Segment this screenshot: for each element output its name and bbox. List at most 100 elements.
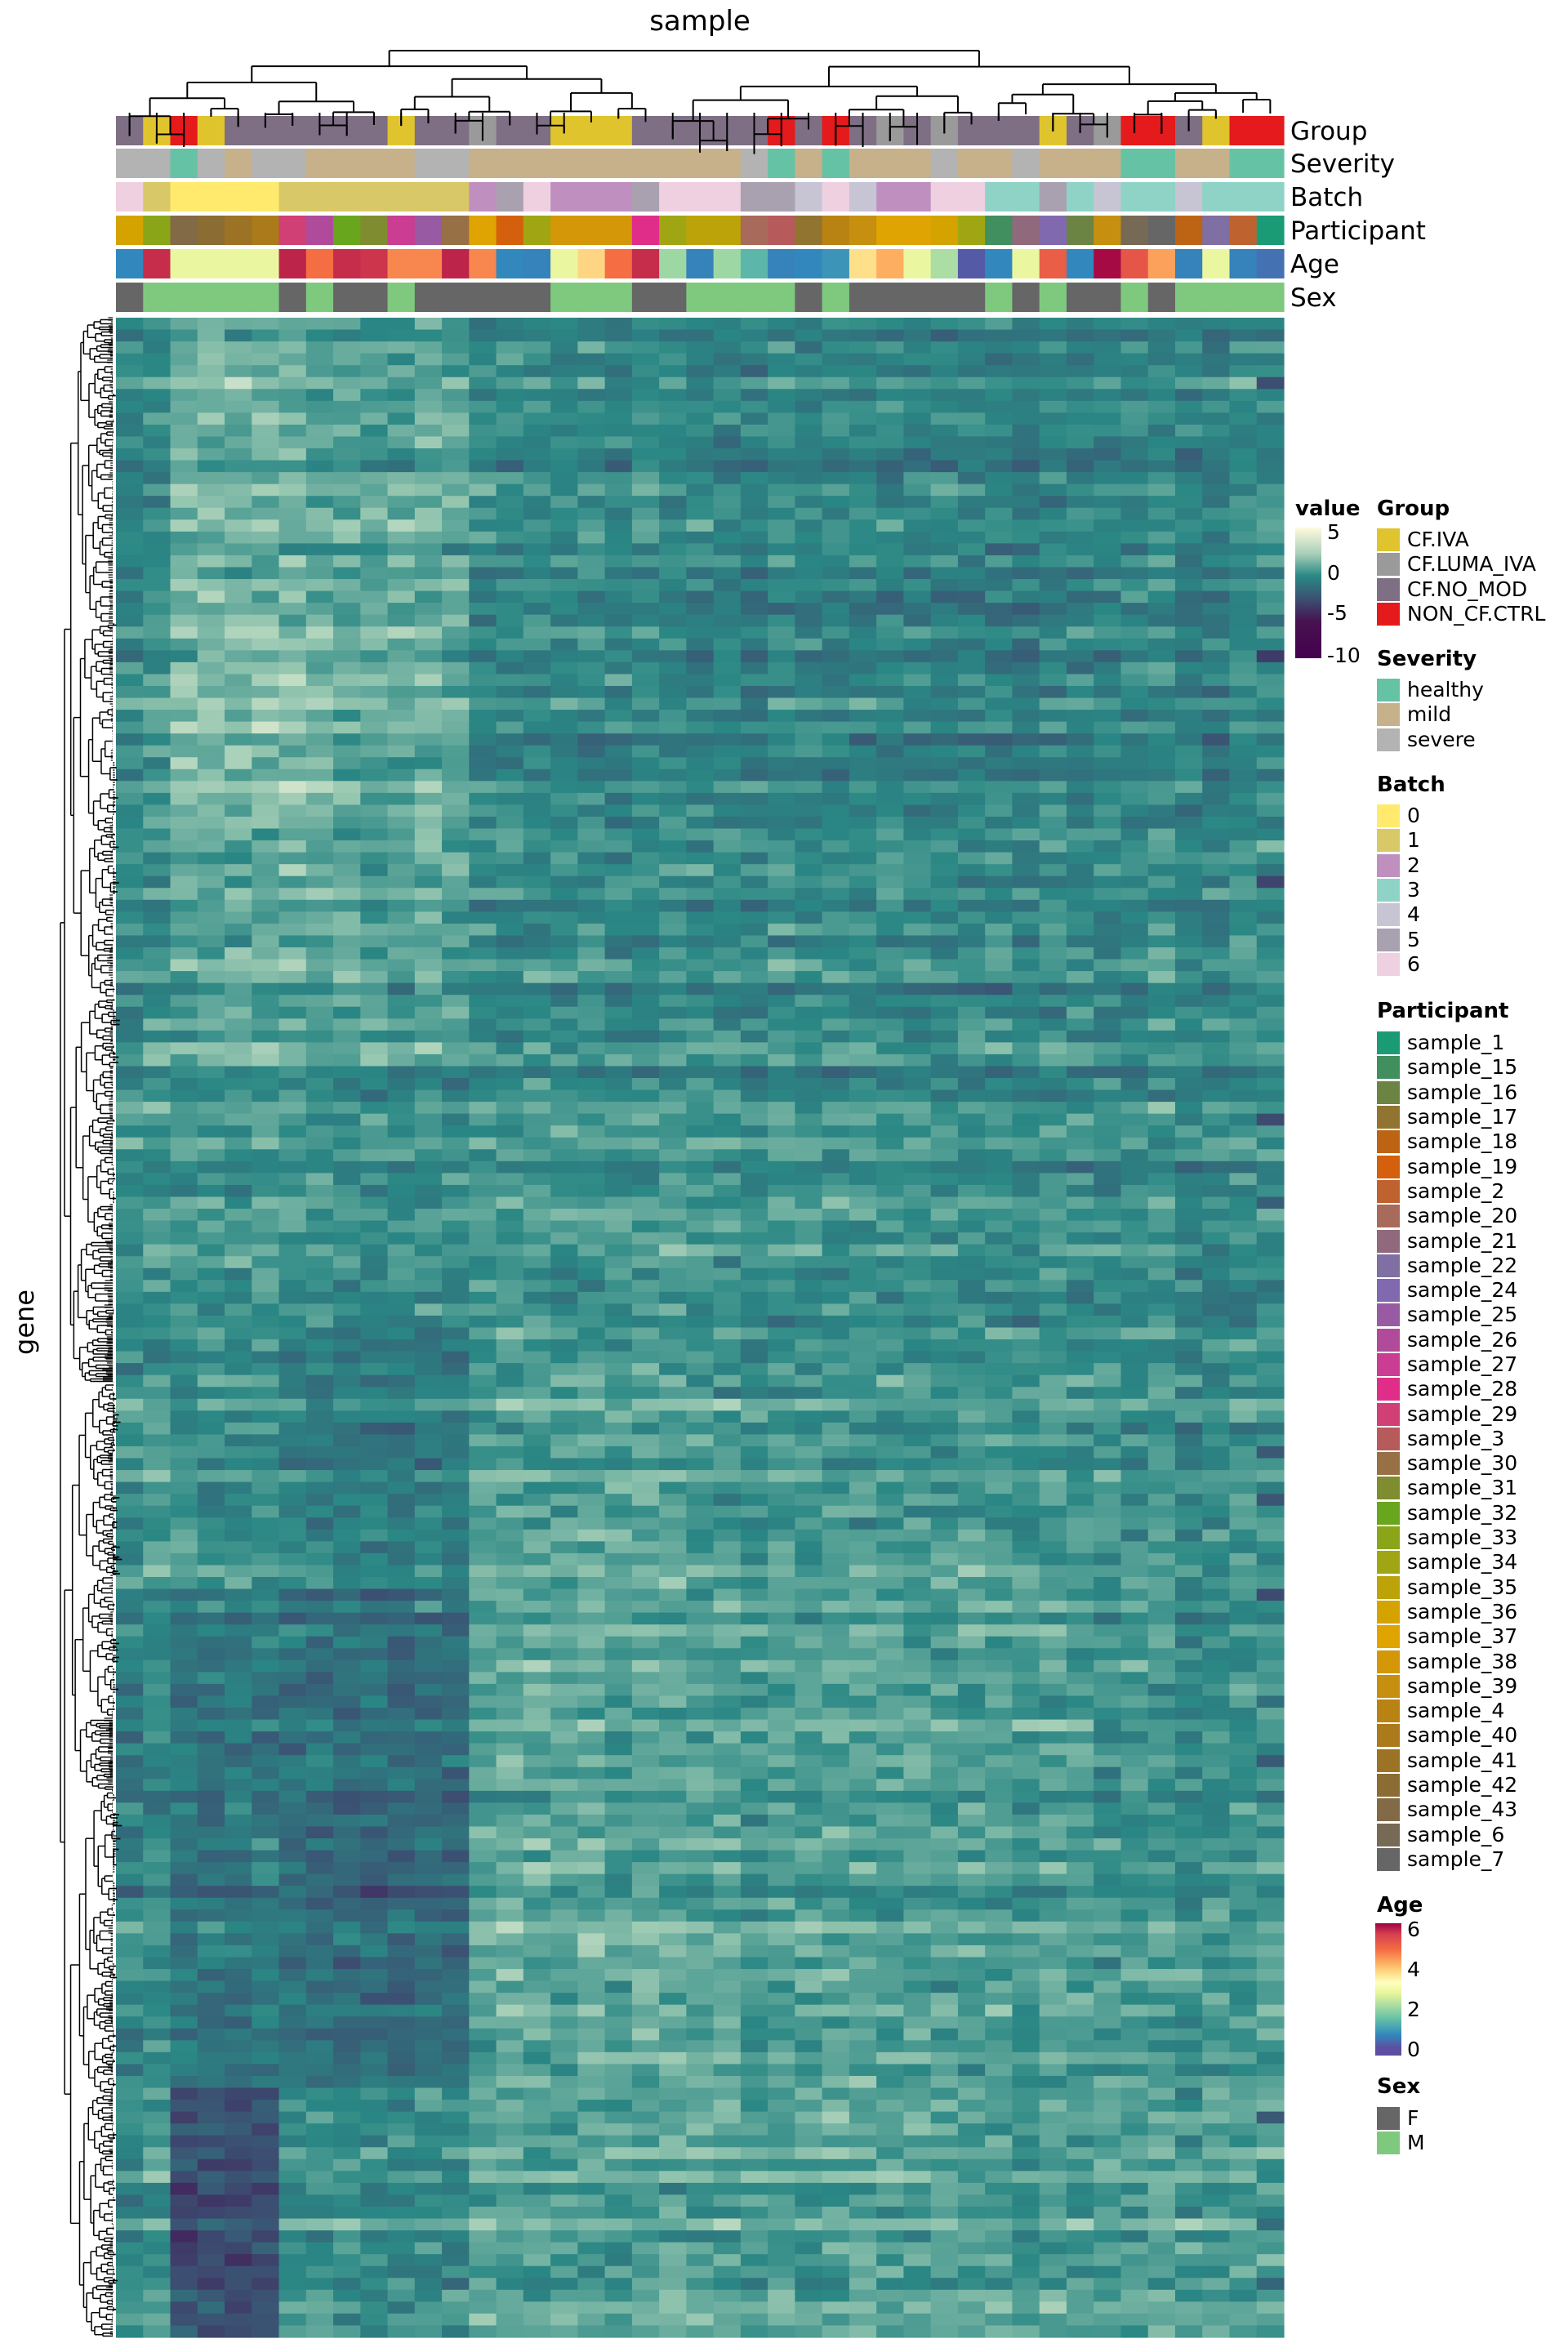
heatmap-cell <box>1094 1267 1122 1281</box>
annotation-cell-sex <box>1094 283 1122 312</box>
heatmap-cell <box>1256 543 1285 556</box>
heatmap-cell <box>1094 781 1122 794</box>
heatmap-cell <box>876 840 905 853</box>
heatmap-cell <box>577 376 606 390</box>
heatmap-cell <box>903 840 932 853</box>
heatmap-cell <box>577 626 606 639</box>
heatmap-cell <box>252 555 280 568</box>
heatmap-cell <box>930 1220 959 1233</box>
heatmap-cell <box>1147 1541 1176 1554</box>
heatmap-cell <box>631 638 660 651</box>
heatmap-cell <box>957 1601 986 1614</box>
heatmap-cell <box>143 1078 172 1091</box>
heatmap-cell <box>903 685 932 699</box>
heatmap-cell <box>333 1363 361 1376</box>
heatmap-cell <box>523 1042 551 1055</box>
heatmap-cell <box>1066 1315 1094 1329</box>
heatmap-cell <box>1066 982 1094 996</box>
heatmap-cell <box>496 424 524 438</box>
heatmap-cell <box>849 995 877 1008</box>
heatmap-cell <box>957 472 986 485</box>
heatmap-cell <box>225 1422 252 1436</box>
heatmap-cell <box>985 888 1013 901</box>
heatmap-cell <box>1147 1160 1176 1174</box>
heatmap-cell <box>876 1078 905 1091</box>
heatmap-cell <box>442 923 470 937</box>
heatmap-cell <box>170 389 198 402</box>
heatmap-cell <box>876 1410 905 1423</box>
heatmap-cell <box>197 959 225 972</box>
heatmap-cell <box>604 1505 633 1518</box>
heatmap-cell <box>822 1529 850 1542</box>
heatmap-cell <box>740 733 768 746</box>
heatmap-cell <box>876 436 905 449</box>
heatmap-cell <box>985 376 1013 390</box>
heatmap-cell <box>1202 995 1231 1008</box>
heatmap-cell <box>414 543 443 556</box>
annotation-cell-severity <box>604 149 633 178</box>
heatmap-cell <box>577 1410 606 1423</box>
heatmap-cell <box>197 1209 225 1222</box>
heatmap-cell <box>604 1102 633 1115</box>
heatmap-cell <box>1174 519 1203 532</box>
heatmap-cell <box>604 1374 633 1388</box>
heatmap-cell <box>930 1173 959 1186</box>
heatmap-cell <box>305 1291 334 1305</box>
heatmap-cell <box>1256 472 1285 485</box>
heatmap-cell <box>604 1232 633 1245</box>
heatmap-cell <box>713 1089 742 1102</box>
heatmap-cell <box>957 1184 986 1198</box>
heatmap-cell <box>1202 626 1231 639</box>
heatmap-cell <box>957 1387 986 1400</box>
heatmap-cell <box>876 365 905 378</box>
heatmap-cell <box>713 1244 742 1257</box>
heatmap-cell <box>577 1232 606 1245</box>
heatmap-cell <box>1202 424 1231 438</box>
heatmap-cell <box>143 828 172 841</box>
heatmap-cell <box>305 1209 334 1222</box>
heatmap-cell <box>822 555 850 568</box>
heatmap-cell <box>1012 875 1040 889</box>
heatmap-cell <box>876 1256 905 1269</box>
heatmap-cell <box>387 1387 416 1400</box>
heatmap-cell <box>686 483 715 497</box>
heatmap-cell <box>686 1351 715 1364</box>
heatmap-cell <box>225 412 252 425</box>
heatmap-cell <box>822 1137 850 1150</box>
heatmap-cell <box>1120 1149 1149 1162</box>
heatmap-cell <box>1202 721 1231 734</box>
heatmap-cell <box>252 1410 280 1423</box>
heatmap-cell <box>1094 614 1122 627</box>
heatmap-cell <box>1174 1517 1203 1530</box>
heatmap-cell <box>577 816 606 830</box>
heatmap-cell <box>822 460 850 473</box>
heatmap-cell <box>713 1006 742 1019</box>
heatmap-cell <box>957 1529 986 1542</box>
heatmap-cell <box>387 590 416 604</box>
heatmap-cell <box>631 329 660 342</box>
heatmap-cell <box>1256 1446 1285 1459</box>
heatmap-cell <box>1094 376 1122 390</box>
heatmap-cell <box>1039 781 1067 794</box>
heatmap-cell <box>442 1470 470 1483</box>
heatmap-cell <box>876 1541 905 1554</box>
heatmap-cell <box>197 436 225 449</box>
heatmap-cell <box>876 400 905 413</box>
heatmap-cell <box>876 329 905 342</box>
heatmap-cell <box>1120 971 1149 984</box>
heatmap-cell <box>252 1422 280 1436</box>
heatmap-cell <box>876 496 905 509</box>
heatmap-cell <box>252 376 280 390</box>
heatmap-cell <box>1066 1196 1094 1209</box>
heatmap-cell <box>930 1434 959 1447</box>
annotation-cell-severity <box>116 149 144 178</box>
heatmap-cell <box>170 1505 198 1518</box>
heatmap-cell <box>225 792 252 806</box>
heatmap-cell <box>795 376 823 390</box>
heatmap-cell <box>143 911 172 924</box>
heatmap-cell <box>577 353 606 366</box>
heatmap-cell <box>903 365 932 378</box>
heatmap-cell <box>1012 888 1040 901</box>
heatmap-cell <box>1120 448 1149 461</box>
heatmap-cell <box>1229 1517 1258 1530</box>
